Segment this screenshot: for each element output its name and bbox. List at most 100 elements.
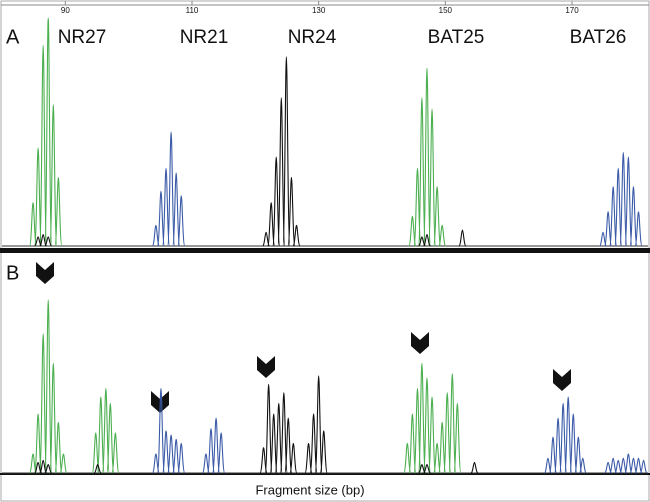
peak: [422, 67, 432, 247]
x-tick-label: 150: [439, 6, 453, 15]
peak: [39, 234, 47, 247]
arrow: [411, 332, 429, 354]
peak: [34, 236, 42, 247]
peak: [427, 108, 437, 247]
peak: [44, 299, 53, 474]
peak: [319, 430, 328, 474]
peak: [554, 417, 563, 474]
peak: [314, 375, 323, 474]
peak: [206, 428, 216, 474]
peak: [423, 234, 431, 247]
peak: [39, 333, 48, 474]
peak: [438, 421, 447, 474]
peak: [156, 190, 166, 247]
panel-label: B: [6, 262, 19, 284]
peak: [54, 421, 63, 474]
arrow: [36, 262, 54, 284]
peak: [443, 392, 452, 474]
peak: [609, 457, 618, 474]
peak: [574, 436, 583, 474]
peak: [54, 177, 63, 247]
panel-label: A: [6, 26, 20, 48]
peak: [639, 459, 648, 474]
peak: [264, 383, 273, 474]
peak: [39, 44, 48, 247]
x-axis-label: Fragment size (bp): [255, 482, 364, 497]
panel-separator: [0, 248, 650, 253]
peak: [619, 151, 628, 247]
peak: [274, 402, 283, 474]
peak: [172, 438, 181, 474]
peak: [569, 413, 578, 474]
peak: [167, 131, 176, 247]
peak: [44, 464, 52, 474]
peak: [453, 402, 462, 474]
peak: [309, 413, 318, 474]
peak: [49, 362, 58, 474]
peak: [177, 195, 186, 247]
x-tick-label: 90: [61, 6, 70, 15]
peak: [417, 97, 426, 247]
peak: [629, 186, 638, 247]
peak: [408, 413, 417, 474]
peak: [634, 211, 643, 247]
peak: [34, 461, 42, 474]
arrow: [257, 356, 275, 378]
peak: [172, 172, 181, 247]
peak: [269, 413, 278, 474]
peak: [614, 167, 623, 247]
peak: [44, 17, 53, 247]
peak: [548, 436, 558, 474]
peak: [34, 147, 43, 247]
peak: [161, 167, 171, 247]
peak: [564, 396, 573, 474]
peak: [418, 236, 426, 247]
marker-label: NR24: [288, 27, 337, 48]
arrows: [36, 262, 571, 413]
peak: [578, 457, 587, 474]
peak: [427, 396, 437, 474]
peak: [433, 442, 442, 474]
peak: [433, 186, 442, 247]
peak: [39, 459, 48, 474]
x-tick-label: 130: [312, 6, 326, 15]
peak: [277, 97, 286, 247]
peak: [212, 417, 221, 474]
peak: [177, 442, 186, 474]
marker-label: BAT26: [570, 27, 627, 48]
peak: [106, 402, 115, 474]
peak: [604, 211, 613, 247]
peak: [624, 453, 633, 474]
peak: [156, 388, 166, 474]
peak: [284, 417, 293, 474]
peak: [161, 430, 171, 474]
peak: [438, 224, 447, 247]
peak: [470, 461, 479, 474]
peak: [629, 457, 638, 474]
peak: [96, 396, 105, 474]
peak: [458, 229, 467, 247]
peak: [111, 432, 120, 474]
marker-label: NR21: [180, 27, 229, 48]
peak: [422, 377, 432, 474]
peak: [609, 186, 618, 247]
peak: [282, 56, 291, 247]
arrow: [553, 369, 571, 391]
x-tick-label: 110: [186, 6, 199, 15]
marker-label: NR27: [58, 27, 107, 48]
peak: [272, 156, 281, 247]
peak: [448, 373, 457, 474]
peak: [634, 457, 643, 474]
peak: [49, 104, 58, 247]
peak: [44, 236, 53, 247]
x-tick-label: 170: [565, 6, 579, 15]
peak: [418, 464, 426, 474]
peak: [287, 177, 296, 247]
peak: [417, 362, 426, 474]
peak: [289, 442, 298, 474]
peak: [217, 432, 226, 474]
marker-label: BAT25: [428, 27, 485, 48]
peak: [423, 464, 431, 474]
peak: [619, 457, 628, 474]
